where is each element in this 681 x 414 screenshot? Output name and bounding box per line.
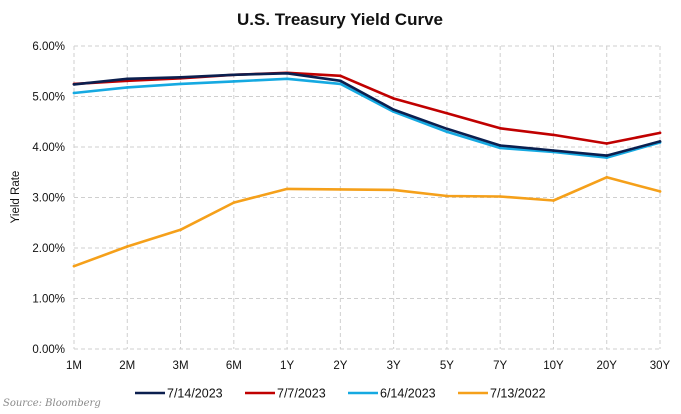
data-point <box>285 71 289 75</box>
data-point <box>445 127 449 131</box>
x-tick-label: 6M <box>226 360 242 372</box>
data-point <box>392 108 395 111</box>
data-point <box>179 82 182 86</box>
x-tick-label: 5Y <box>440 360 454 372</box>
y-axis-label: Yield Rate <box>10 171 22 224</box>
data-point <box>125 86 129 89</box>
data-point <box>658 131 662 135</box>
series-4 <box>72 176 662 268</box>
y-tick-label: 1.00% <box>32 294 65 306</box>
chart-title: U.S. Treasury Yield Curve <box>237 10 443 29</box>
x-tick-label: 2Y <box>333 360 347 372</box>
data-point <box>339 188 342 191</box>
source-note: Source: Bloomberg <box>3 398 101 409</box>
legend-label: 7/14/2023 <box>167 387 223 401</box>
data-point <box>445 111 449 115</box>
series-line <box>72 176 662 268</box>
data-point <box>552 133 555 137</box>
series-2 <box>72 71 662 145</box>
series-line <box>72 72 662 157</box>
data-point <box>125 79 129 83</box>
y-tick-label: 4.00% <box>32 142 65 154</box>
data-point <box>498 146 502 150</box>
data-point <box>72 264 76 268</box>
x-tick-label: 2M <box>119 360 135 372</box>
series-line <box>72 77 662 159</box>
x-tick-label: 20Y <box>596 360 617 372</box>
y-tick-label: 2.00% <box>32 243 65 255</box>
data-point <box>498 144 502 147</box>
data-point <box>605 156 609 159</box>
grid <box>73 45 661 350</box>
data-point <box>605 142 609 145</box>
x-tick-label: 1Y <box>280 360 294 372</box>
data-point <box>285 187 289 191</box>
series-1 <box>72 71 662 157</box>
data-point <box>285 77 289 81</box>
data-point <box>658 190 662 193</box>
x-tick-label: 7Y <box>493 360 507 372</box>
series-line <box>72 71 662 145</box>
data-point <box>658 140 662 143</box>
data-point <box>552 199 555 202</box>
data-point <box>339 74 342 78</box>
legend-label: 6/14/2023 <box>380 387 436 401</box>
y-axis-ticks: 0.00% 1.00% 2.00% 3.00% 4.00% 5.00% 6.00% <box>32 41 65 356</box>
data-point <box>179 76 182 79</box>
data-point <box>72 91 76 95</box>
legend-label: 7/13/2022 <box>490 387 546 401</box>
data-point <box>72 83 76 86</box>
legend: 7/14/2023 7/7/2023 6/14/2023 7/13/2022 <box>135 387 546 401</box>
data-point <box>232 201 236 204</box>
x-tick-label: 10Y <box>543 360 564 372</box>
data-point <box>498 195 502 198</box>
data-point <box>392 97 395 100</box>
data-point <box>605 154 609 157</box>
data-point <box>552 149 555 152</box>
data-point <box>232 80 236 83</box>
data-point <box>125 245 129 248</box>
series-lines <box>72 71 662 268</box>
data-point <box>125 77 129 81</box>
data-point <box>339 79 342 83</box>
legend-label: 7/7/2023 <box>277 387 326 401</box>
data-point <box>339 82 342 86</box>
data-point <box>605 176 609 179</box>
data-point <box>498 127 502 130</box>
data-point <box>392 188 395 192</box>
x-tick-label: 3M <box>173 360 189 372</box>
y-tick-label: 3.00% <box>32 193 65 205</box>
data-point <box>232 73 236 77</box>
data-point <box>445 130 449 134</box>
x-tick-label: 30Y <box>650 360 671 372</box>
y-tick-label: 6.00% <box>32 41 65 53</box>
x-tick-label: 3Y <box>387 360 401 372</box>
y-tick-label: 5.00% <box>32 92 65 104</box>
data-point <box>179 228 182 232</box>
x-tick-label: 1M <box>66 360 82 372</box>
y-tick-label: 0.00% <box>32 344 65 356</box>
data-point <box>445 194 449 198</box>
x-axis-ticks: 1M 2M 3M 6M 1Y 2Y 3Y 5Y 7Y 10Y 20Y 30Y <box>66 360 671 372</box>
